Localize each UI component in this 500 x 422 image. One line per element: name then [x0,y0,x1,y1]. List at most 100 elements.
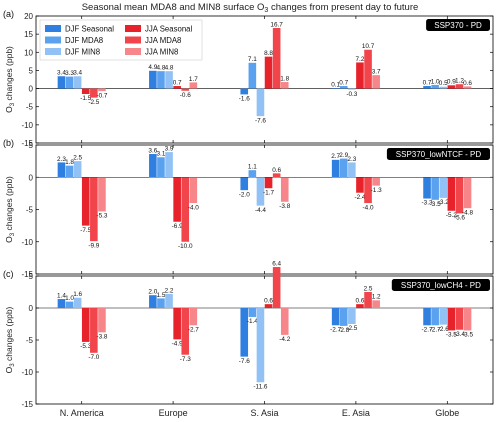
bar-djf-mda8-europe [157,157,165,178]
bar-value-label: 4.8 [165,65,174,72]
x-category-label: Globe [435,408,459,418]
bar-jja-mda8-europe [181,308,190,355]
bar-value-label: -1.4 [247,318,258,325]
y-tick-label: -5 [26,336,34,345]
scenario-badge [386,148,490,160]
x-category-label: S. Asia [250,408,278,418]
bar-value-label: -5.3 [80,343,91,350]
bar-value-label: -2.6 [438,326,449,333]
bar-djf-seasonal-europe [149,154,157,178]
bar-djf-seasonal-e-asia [331,308,340,326]
bar-djf-seasonal-europe [149,295,157,308]
y-tick-label: -15 [21,139,33,148]
bar-djf-mda8-n-america [65,76,74,89]
bar-jja-min8-s-asia [280,82,289,89]
bar-value-label: 0.9 [447,79,456,86]
bar-value-label: -1.3 [371,187,382,194]
x-category-label: N. America [60,408,104,418]
bar-jja-seasonal-europe [173,177,181,222]
panel-label: (c) [3,269,14,279]
bar-value-label: 2.2 [165,287,174,294]
bar-value-label: -5.6 [454,215,465,222]
bar-djf-mda8-e-asia [339,158,348,178]
bar-value-label: 2.5 [364,285,373,292]
bar-value-label: -5.2 [446,212,457,219]
bar-value-label: -0.3 [346,91,357,98]
bar-value-label: -2.4 [354,194,365,201]
bar-value-label: -7.6 [239,358,250,365]
bar-jja-seasonal-globe [447,177,456,211]
bar-value-label: -10.0 [178,243,193,250]
legend-entry-djf-mda8: DJF MDA8 [65,36,103,45]
y-tick-label: 5 [29,272,34,281]
bar-value-label: -3.5 [446,332,457,339]
bar-djf-mda8-globe [431,84,439,89]
bar-value-label: -7.3 [180,356,191,363]
panel-label: (b) [3,138,14,148]
bar-value-label: 3.6 [148,147,157,154]
bar-value-label: -3.5 [430,201,441,208]
bar-value-label: 7.1 [248,56,257,63]
bar-djf-seasonal-n-america [57,76,66,89]
bar-djf-mda8-europe [157,71,165,89]
bar-jja-min8-s-asia [280,177,289,202]
bar-value-label: -4.8 [462,209,473,216]
bar-djf-mda8-e-asia [339,86,348,89]
bar-value-label: 3.1 [157,151,166,158]
figure-title: Seasonal mean MDA8 and MIN8 surface O3 c… [82,2,419,14]
bar-value-label: -4.0 [363,204,374,211]
bar-value-label: 1.0 [65,295,74,302]
legend-swatch-jja-seasonal [125,25,141,32]
legend-entry-jja-seasonal: JJA Seasonal [145,25,193,34]
bar-djf-min8-n-america [73,297,82,308]
bar-value-label: 8.8 [264,50,273,57]
legend-swatch-djf-mda8 [45,36,61,44]
bar-value-label: -7.0 [88,354,99,361]
bar-value-label: -4.0 [188,204,199,211]
bar-djf-seasonal-s-asia [240,308,249,357]
bar-djf-min8-globe [439,177,448,198]
bar-jja-mda8-s-asia [272,173,281,178]
scenario-badge-label: SSP370_lowCH4 - PD [401,281,481,290]
bar-value-label: 0.5 [439,80,448,87]
bar-value-label: -1.5 [80,95,91,102]
y-axis-label-main: O [4,366,14,373]
bar-djf-seasonal-globe [423,177,431,199]
bar-djf-seasonal-n-america [57,162,66,178]
bar-jja-min8-europe [189,308,198,326]
bar-value-label: -2.7 [330,326,341,333]
bar-jja-mda8-n-america [90,177,98,242]
y-axis-label-sub: 3 [9,102,16,106]
bar-djf-min8-e-asia [348,88,356,90]
bar-value-label: -2.7 [430,326,441,333]
bar-value-label: 3.4 [73,70,82,77]
legend-swatch-jja-mda8 [125,36,141,44]
bar-value-label: -3.4 [454,331,465,338]
x-category-label: Europe [159,408,188,418]
bar-value-label: -1.6 [239,96,250,103]
y-tick-label: 5 [29,66,34,75]
y-tick-label: -10 [21,121,33,130]
bar-jja-min8-europe [189,82,198,89]
bar-value-label: 0.7 [339,79,348,86]
bar-value-label: -3.2 [438,199,449,206]
bar-value-label: -0.6 [180,92,191,99]
y-axis-label: O3 changes (ppb) [4,46,16,113]
bar-jja-seasonal-s-asia [264,56,273,89]
bar-jja-seasonal-globe [447,85,456,89]
bar-value-label: -7.5 [80,227,91,234]
bar-value-label: 1.2 [455,78,464,85]
bar-djf-min8-europe [165,293,173,308]
legend-swatch-djf-seasonal [45,25,61,32]
bar-djf-seasonal-e-asia [331,88,340,89]
bar-djf-mda8-s-asia [248,170,257,178]
figure-title-sub: 3 [264,7,268,14]
y-axis-label-sub: 3 [9,232,16,236]
bar-djf-mda8-n-america [65,165,74,178]
bar-value-label: 0.1 [331,82,340,89]
bar-value-label: -2.7 [422,326,433,333]
bar-jja-seasonal-europe [173,86,181,89]
